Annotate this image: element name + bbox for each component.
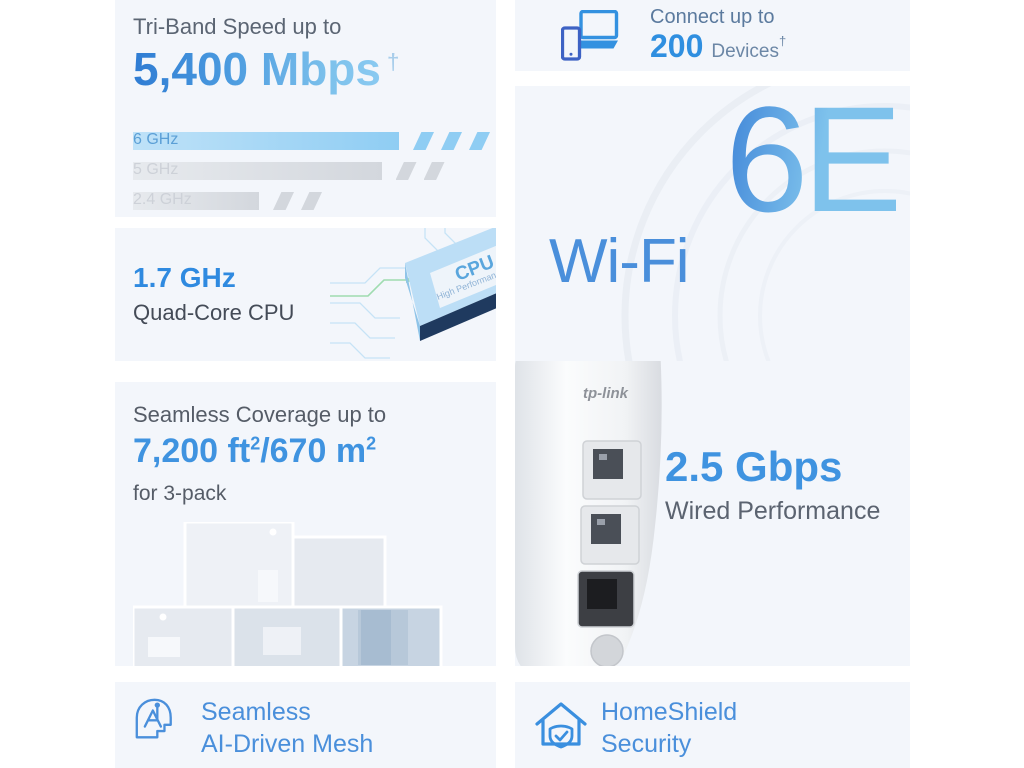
svg-text:tp-link: tp-link (583, 385, 629, 402)
